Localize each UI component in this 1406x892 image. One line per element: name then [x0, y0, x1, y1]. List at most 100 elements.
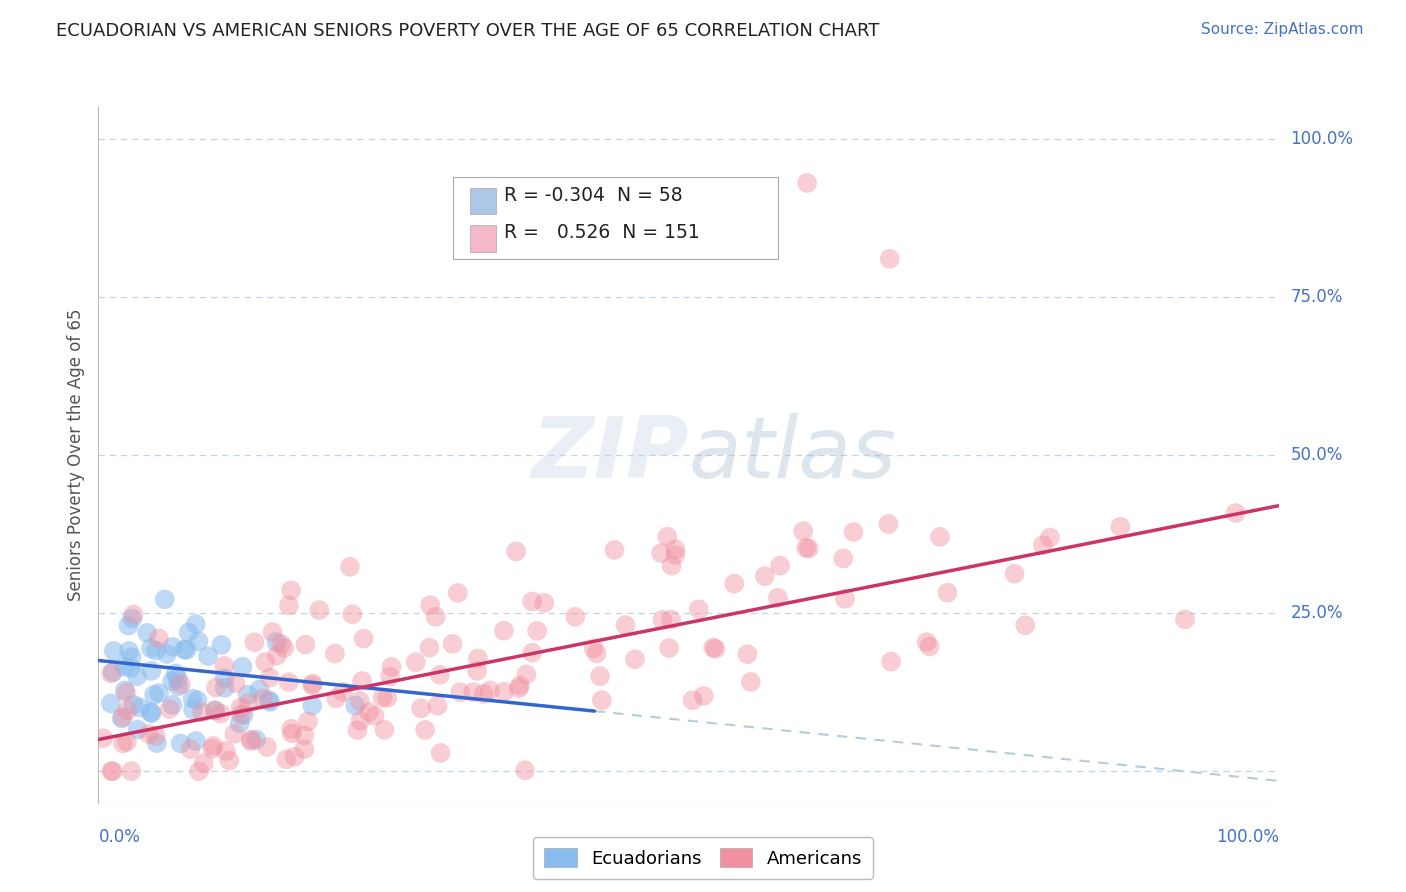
Point	[100, 764, 122, 779]
Point	[682, 693, 704, 707]
Point	[121, 650, 143, 665]
Point	[257, 693, 280, 707]
Point	[214, 681, 236, 695]
Point	[249, 682, 271, 697]
Point	[842, 524, 865, 539]
Point	[1004, 566, 1026, 581]
Point	[339, 559, 361, 574]
Point	[515, 667, 537, 681]
Text: ECUADORIAN VS AMERICAN SENIORS POVERTY OVER THE AGE OF 65 CORRELATION CHART: ECUADORIAN VS AMERICAN SENIORS POVERTY O…	[56, 22, 880, 40]
Point	[346, 723, 368, 738]
Point	[363, 709, 385, 723]
Point	[159, 702, 181, 716]
Point	[184, 734, 207, 748]
Point	[737, 647, 759, 661]
Point	[342, 607, 364, 622]
Point	[658, 641, 681, 656]
Point	[122, 698, 145, 712]
Point	[239, 734, 262, 748]
Point	[754, 569, 776, 583]
Point	[141, 706, 163, 721]
FancyBboxPatch shape	[471, 187, 496, 214]
Point	[193, 756, 215, 771]
Point	[115, 686, 138, 700]
Point	[349, 714, 371, 728]
Point	[1014, 618, 1036, 632]
Point	[405, 655, 427, 669]
Point	[111, 736, 134, 750]
Point	[624, 652, 647, 666]
Point	[218, 754, 240, 768]
Point	[508, 681, 530, 696]
Point	[262, 625, 284, 640]
Point	[834, 591, 856, 606]
Point	[184, 617, 207, 632]
Point	[659, 613, 682, 627]
Point	[162, 640, 184, 654]
Point	[191, 705, 214, 719]
Point	[520, 594, 543, 608]
Point	[769, 558, 792, 573]
Point	[153, 592, 176, 607]
Point	[245, 732, 267, 747]
Point	[702, 640, 724, 655]
Point	[1174, 612, 1197, 626]
Point	[614, 618, 637, 632]
Point	[177, 625, 200, 640]
Point	[201, 741, 224, 756]
Point	[1225, 506, 1247, 520]
Point	[166, 672, 188, 686]
Point	[162, 673, 184, 688]
Point	[103, 644, 125, 658]
Point	[877, 516, 900, 531]
Point	[463, 685, 485, 699]
Point	[209, 638, 232, 652]
Point	[928, 530, 950, 544]
Point	[229, 707, 252, 722]
Point	[139, 705, 162, 719]
Point	[148, 632, 170, 646]
Point	[204, 703, 226, 717]
Point	[603, 543, 626, 558]
Point	[122, 607, 145, 622]
Point	[202, 739, 225, 753]
Point	[766, 591, 789, 605]
Point	[513, 764, 536, 778]
Point	[509, 678, 531, 692]
Point	[138, 727, 160, 741]
Point	[380, 660, 402, 674]
Point	[117, 618, 139, 632]
Point	[176, 642, 198, 657]
Point	[472, 687, 495, 701]
Point	[308, 603, 330, 617]
Point	[353, 632, 375, 646]
Point	[209, 706, 232, 721]
Point	[118, 644, 141, 658]
Point	[880, 655, 903, 669]
Point	[91, 731, 114, 746]
Point	[657, 530, 679, 544]
Point	[266, 635, 288, 649]
Y-axis label: Seniors Poverty Over the Age of 65: Seniors Poverty Over the Age of 65	[66, 309, 84, 601]
Point	[449, 685, 471, 699]
Point	[120, 764, 142, 779]
Point	[146, 736, 169, 750]
Point	[797, 541, 820, 556]
Point	[796, 176, 818, 190]
Point	[115, 735, 138, 749]
Point	[301, 678, 323, 692]
Point	[441, 637, 464, 651]
Point	[418, 640, 440, 655]
Point	[332, 685, 354, 699]
Point	[240, 732, 263, 747]
Point	[284, 749, 307, 764]
Point	[936, 585, 959, 599]
Point	[277, 675, 299, 690]
Text: ZIP: ZIP	[531, 413, 689, 497]
Text: R =   0.526  N = 151: R = 0.526 N = 151	[503, 224, 699, 243]
Point	[229, 700, 252, 714]
Point	[1039, 531, 1062, 545]
Point	[467, 651, 489, 665]
Point	[256, 739, 278, 754]
Point	[1109, 520, 1132, 534]
